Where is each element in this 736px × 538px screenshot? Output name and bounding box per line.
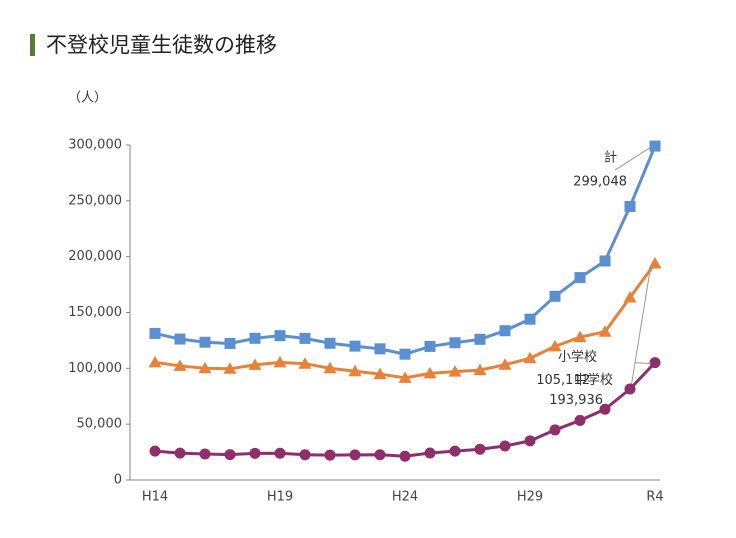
- marker: [273, 355, 287, 368]
- marker: [424, 447, 436, 459]
- marker: [624, 200, 636, 212]
- legend-label: 小学校: [558, 349, 597, 365]
- x-tick-label: H14: [142, 490, 168, 505]
- x-tick-label: R4: [646, 490, 663, 505]
- marker: [399, 348, 411, 360]
- marker: [174, 333, 186, 345]
- marker: [399, 450, 411, 462]
- marker: [298, 357, 312, 369]
- leader-line: [614, 146, 652, 171]
- marker: [224, 337, 236, 349]
- marker: [149, 445, 161, 457]
- marker: [148, 355, 162, 368]
- marker: [274, 330, 286, 342]
- marker: [199, 336, 211, 348]
- y-tick-label: 300,000: [68, 138, 122, 153]
- marker: [549, 424, 561, 436]
- marker: [599, 403, 611, 415]
- marker: [199, 448, 211, 460]
- y-tick-label: 250,000: [68, 193, 122, 208]
- y-tick-label: 0: [114, 473, 122, 488]
- marker: [398, 371, 412, 383]
- marker: [274, 447, 286, 459]
- legend-label: 計: [604, 150, 617, 166]
- y-tick-label: 50,000: [77, 417, 123, 432]
- marker: [473, 363, 487, 376]
- marker: [524, 313, 536, 325]
- y-tick-label: 150,000: [68, 305, 122, 320]
- marker: [224, 449, 236, 461]
- marker: [174, 447, 186, 459]
- marker: [474, 333, 486, 345]
- marker: [649, 140, 661, 152]
- marker: [499, 440, 511, 452]
- marker: [449, 445, 461, 457]
- marker: [523, 351, 537, 364]
- y-tick-label: 200,000: [68, 249, 122, 264]
- marker: [623, 290, 637, 303]
- chart-title: 不登校児童生徒数の推移: [46, 33, 277, 57]
- marker: [573, 330, 587, 343]
- marker: [348, 364, 362, 377]
- marker: [223, 362, 237, 374]
- marker: [349, 449, 361, 461]
- marker: [599, 255, 611, 267]
- x-tick-label: H19: [267, 490, 293, 505]
- x-tick-label: H29: [517, 490, 543, 505]
- marker: [574, 414, 586, 426]
- marker: [173, 359, 187, 371]
- marker: [498, 358, 512, 370]
- marker: [323, 361, 337, 374]
- marker: [624, 383, 636, 395]
- leader-line: [630, 264, 652, 388]
- marker: [324, 337, 336, 349]
- marker: [499, 325, 511, 337]
- marker: [449, 337, 461, 349]
- y-axis-label: （人）: [68, 91, 107, 106]
- marker: [374, 449, 386, 461]
- marker: [249, 332, 261, 344]
- marker: [548, 339, 562, 352]
- marker: [649, 357, 661, 369]
- marker: [373, 367, 387, 380]
- marker: [324, 449, 336, 461]
- x-tick-label: H24: [392, 490, 418, 505]
- marker: [598, 325, 612, 337]
- marker: [574, 272, 586, 284]
- marker: [299, 449, 311, 461]
- marker: [549, 290, 561, 302]
- title-bar: [30, 34, 35, 56]
- marker: [524, 435, 536, 447]
- leader-line: [634, 362, 652, 365]
- marker: [648, 256, 662, 269]
- marker: [423, 366, 437, 379]
- marker: [424, 340, 436, 352]
- marker: [299, 332, 311, 344]
- marker: [149, 327, 161, 339]
- marker: [349, 340, 361, 352]
- marker: [198, 361, 212, 374]
- end-value-label: 193,936: [549, 393, 603, 408]
- marker: [448, 365, 462, 377]
- y-tick-label: 100,000: [68, 361, 122, 376]
- end-value-label: 299,048: [573, 175, 627, 190]
- marker: [249, 447, 261, 459]
- end-value-label: 105,112: [536, 373, 590, 388]
- legend-label: 中学校: [574, 372, 613, 388]
- marker: [374, 343, 386, 355]
- marker: [248, 358, 262, 370]
- marker: [474, 443, 486, 455]
